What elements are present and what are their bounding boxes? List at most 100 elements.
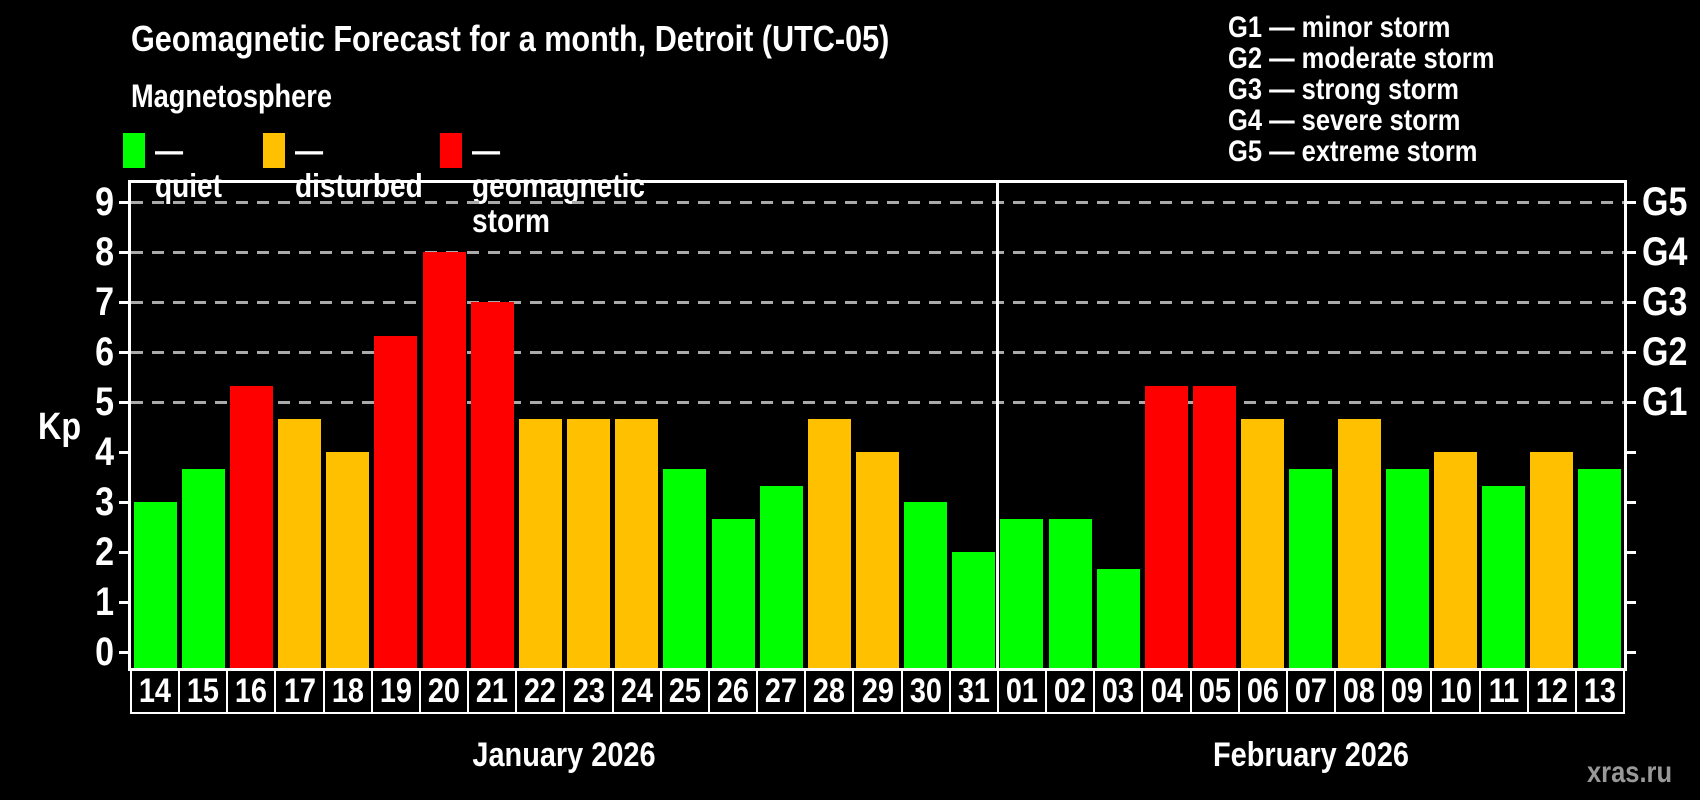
day-label-text: 26 [716,672,750,710]
y-axis-tick-right [1624,201,1636,204]
y-axis-tick-right [1624,501,1636,504]
kp-bar-february-05 [1193,385,1237,668]
kp-bar-february-03 [1096,568,1140,668]
day-label-text: 23 [572,672,605,710]
day-label-text: 10 [1439,672,1472,710]
day-label-21: 21 [467,668,518,714]
y-axis-tick-label: 5 [95,380,114,424]
legend-label-text: — disturbed [295,132,423,204]
g-legend-line: G1 — minor storm [1228,12,1541,43]
day-label-text: 02 [1054,672,1087,710]
kp-bar-february-13 [1578,468,1622,668]
kp-bar-january-15 [181,468,225,668]
gridline-kp7 [131,301,1624,304]
day-label-text: 15 [187,672,220,710]
kp-bar-january-18 [326,452,370,668]
g-axis-tick-label: G3 [1642,280,1688,324]
day-label-16: 16 [226,668,277,714]
month-label-february: February 2026 [1213,736,1542,775]
y-axis-tick-left [119,201,131,204]
kp-bar-january-14 [133,502,177,668]
day-label-12: 12 [1526,668,1577,714]
g4-legend-text: G4 — severe storm [1228,104,1461,137]
y-axis-tick-left [119,301,131,304]
day-label-07: 07 [1285,668,1337,714]
kp-bar-february-12 [1530,452,1574,668]
day-label-28: 28 [804,668,855,714]
y-axis-tick-label: 7 [95,280,114,324]
day-label-26: 26 [707,668,759,714]
g-legend-line: G5 — extreme storm [1228,136,1541,167]
legend-label-text: — geomagnetic storm [472,132,646,239]
day-label-03: 03 [1093,668,1144,714]
g-legend-line: G3 — strong storm [1228,74,1541,105]
day-label-text: 16 [235,672,268,710]
g-axis-tick-label: G2 [1642,330,1688,374]
kp-bar-february-01 [1000,518,1044,668]
legend-label: — quiet [155,133,234,203]
day-label-27: 27 [756,668,807,714]
day-label-18: 18 [322,668,373,714]
day-label-text: 25 [668,672,701,710]
month-separator [996,183,1000,668]
kp-bar-january-28 [807,418,851,668]
kp-bar-february-10 [1433,452,1477,668]
day-label-05: 05 [1189,668,1240,714]
day-label-15: 15 [178,668,229,714]
y-axis-tick-left [119,351,131,354]
day-label-text: 06 [1246,672,1279,710]
y-axis-tick-right [1624,401,1636,404]
y-axis-tick-left [119,601,131,604]
page-title-text: Geomagnetic Forecast for a month, Detroi… [131,18,890,59]
kp-bar-february-04 [1144,385,1188,668]
day-label-01: 01 [996,668,1048,714]
kp-bar-january-21 [470,302,514,668]
kp-bar-january-25 [663,468,707,668]
chart-subtitle: Magnetosphere [131,78,367,115]
gridline-kp6 [131,351,1624,354]
day-label-text: 28 [813,672,846,710]
day-label-20: 20 [418,668,470,714]
g1-legend-text: G1 — minor storm [1228,11,1451,44]
day-label-text: 22 [524,672,557,710]
day-label-text: 01 [1005,672,1039,710]
day-label-24: 24 [611,668,662,714]
gridline-kp9 [131,201,1624,204]
y-axis-title: Kp [38,406,89,449]
y-axis-tick-left [119,551,131,554]
kp-bar-january-19 [374,335,418,668]
gridline-kp5 [131,401,1624,404]
y-axis-tick-left [119,501,131,504]
y-axis-tick-right [1624,601,1636,604]
day-label-text: 18 [331,672,364,710]
y-axis-tick-label: 6 [95,330,114,374]
y-axis-tick-label: 9 [95,180,114,224]
day-label-29: 29 [852,668,903,714]
legend-label: — disturbed [295,133,445,203]
g-axis-tick-label: G1 [1642,380,1688,424]
xras-watermark-text: xras.ru [1586,756,1672,789]
kp-bar-january-22 [518,418,562,668]
kp-bar-january-27 [759,485,803,668]
kp-bar-january-17 [278,418,322,668]
y-axis-tick-left [119,651,131,654]
day-label-text: 30 [909,672,942,710]
day-label-23: 23 [563,668,614,714]
g-axis-tick-label: G4 [1642,230,1688,274]
chart-subtitle-text: Magnetosphere [131,78,333,114]
g-legend-line: G4 — severe storm [1228,105,1541,136]
kp-bar-february-08 [1337,418,1381,668]
day-label-17: 17 [274,668,325,714]
day-label-text: 03 [1102,672,1135,710]
day-label-text: 04 [1150,672,1183,710]
kp-bar-february-06 [1241,418,1285,668]
g3-legend-text: G3 — strong storm [1228,73,1459,106]
day-label-text: 07 [1294,672,1328,710]
day-label-30: 30 [900,668,951,714]
day-label-25: 25 [659,668,710,714]
y-axis-tick-label: 0 [95,630,114,674]
day-label-11: 11 [1478,668,1529,714]
day-label-text: 27 [765,672,798,710]
y-axis-tick-right [1624,251,1636,254]
month-label-text: January 2026 [472,736,656,774]
